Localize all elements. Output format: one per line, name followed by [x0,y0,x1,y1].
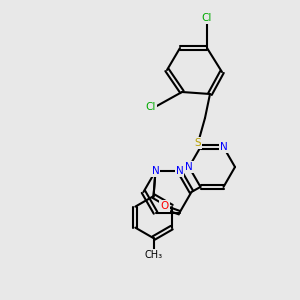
Text: N: N [220,142,227,152]
Text: Cl: Cl [146,102,156,112]
Text: CH₃: CH₃ [144,250,163,260]
Text: O: O [160,201,169,211]
Text: N: N [185,162,193,172]
Text: N: N [176,166,183,176]
Text: Cl: Cl [202,13,212,23]
Text: S: S [195,138,201,148]
Text: N: N [152,166,159,176]
